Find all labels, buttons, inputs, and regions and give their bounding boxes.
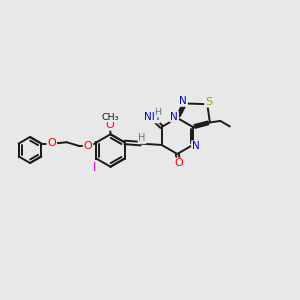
Text: O: O (105, 120, 114, 130)
Text: N: N (192, 141, 200, 151)
Text: H: H (154, 108, 161, 117)
Text: N: N (179, 96, 187, 106)
Text: H: H (138, 133, 146, 143)
Text: S: S (205, 97, 212, 107)
Text: N: N (170, 112, 178, 122)
Text: I: I (93, 161, 96, 174)
Text: O: O (84, 141, 92, 151)
Text: CH₃: CH₃ (101, 113, 118, 122)
Text: O: O (175, 158, 184, 168)
Text: NH: NH (144, 112, 159, 122)
Text: O: O (47, 139, 56, 148)
